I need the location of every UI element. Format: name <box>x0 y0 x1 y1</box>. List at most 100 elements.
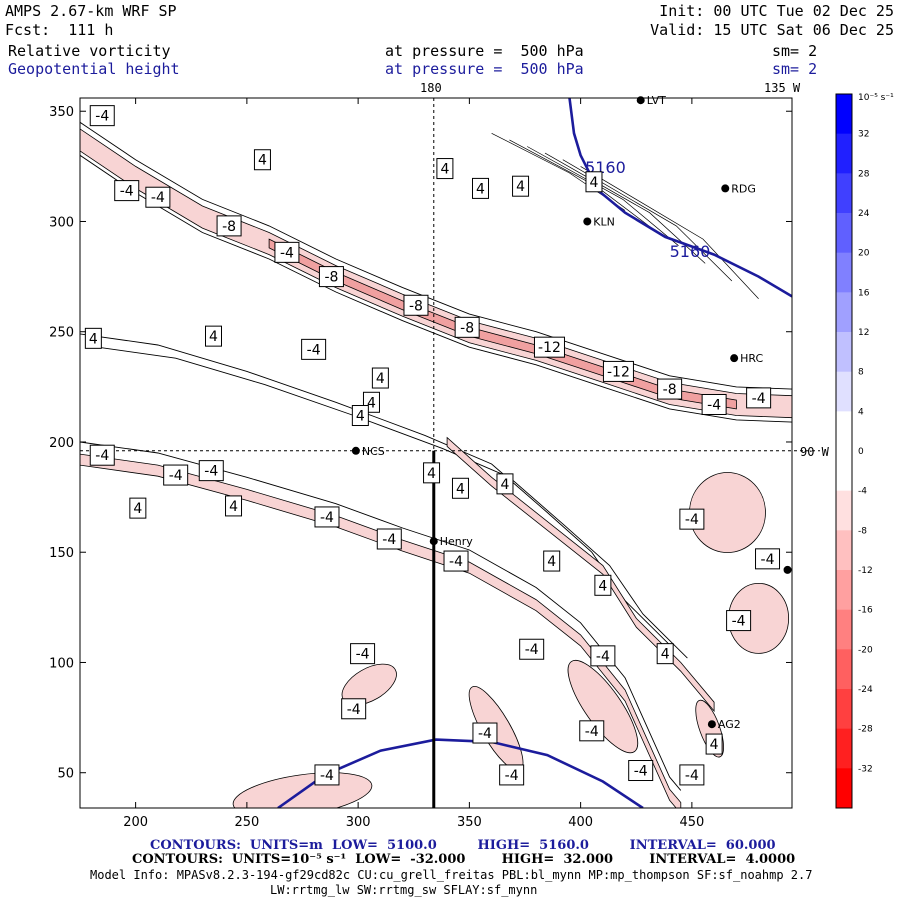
vorticity-label: -4 <box>732 614 746 630</box>
vorticity-label: -4 <box>505 768 519 784</box>
vorticity-label-box <box>371 367 389 389</box>
model-title: AMPS 2.67-km WRF SP <box>5 2 177 20</box>
vorticity-label-box <box>216 215 242 237</box>
colorbar-swatch <box>836 768 852 809</box>
vorticity-label: 4 <box>598 578 607 594</box>
vorticity-contour-lower <box>80 154 792 423</box>
vorticity-label: -12 <box>538 340 561 356</box>
colorbar-tick-label: -24 <box>858 685 873 695</box>
y-tick-label: 250 <box>49 326 74 341</box>
vorticity-contour-info: CONTOURS: UNITS=10⁻⁵ s⁻¹ LOW= -32.000 HI… <box>132 852 796 867</box>
vorticity-label-box <box>543 550 561 572</box>
vorticity-label: 4 <box>89 331 98 347</box>
station-marker <box>730 354 739 363</box>
forecast-hour: Fcst: 111 h <box>5 21 114 39</box>
colorbar-swatch <box>836 649 852 690</box>
colorbar-tick-label: 32 <box>858 130 869 140</box>
station-marker <box>721 184 730 193</box>
colorbar-tick-label: -12 <box>858 566 873 576</box>
vorticity-label-box <box>726 610 752 632</box>
vorticity-label-box <box>443 550 469 572</box>
vorticity-label: 4 <box>356 409 365 425</box>
colorbar-tick-label: -4 <box>858 487 867 497</box>
vorticity-label-box <box>499 764 525 786</box>
vorticity-label: -4 <box>95 448 109 464</box>
vorticity-label-box <box>89 105 115 127</box>
field2-pressure: at pressure = 500 hPa <box>385 60 584 78</box>
vorticity-label: -4 <box>585 724 599 740</box>
vorticity-label: -4 <box>752 391 766 407</box>
vorticity-label-box <box>145 186 171 208</box>
colorbar-swatch <box>836 689 852 730</box>
station-marker <box>636 96 645 105</box>
vorticity-label-box <box>350 643 376 665</box>
field1-smooth: sm= 2 <box>772 42 818 60</box>
vorticity-label: 4 <box>501 477 510 493</box>
colorbar-tick-label: 12 <box>858 328 869 338</box>
vorticity-label: 4 <box>258 153 267 169</box>
field1-name: Relative vorticity <box>8 42 171 60</box>
vorticity-label: 4 <box>456 481 465 497</box>
colorbar-unit: 10⁻⁵ s⁻¹ <box>858 93 894 103</box>
vorticity-label-box <box>746 387 772 409</box>
colorbar-swatch <box>836 332 852 373</box>
vorticity-label-box <box>314 506 340 528</box>
vorticity-label-box <box>89 444 115 466</box>
plot-frame <box>79 97 793 809</box>
vorticity-label-box <box>274 241 300 263</box>
colorbar-swatch <box>836 94 852 135</box>
station-marker <box>783 565 792 574</box>
vorticity-label: 4 <box>209 329 218 345</box>
colorbar-swatch <box>836 292 852 333</box>
vorticity-label-box <box>351 405 369 427</box>
vorticity-label-box <box>533 336 565 358</box>
vorticity-blob-s3 <box>567 659 639 754</box>
vorticity-label-box <box>594 574 612 596</box>
y-tick-label: 50 <box>57 767 74 782</box>
station-marker <box>429 537 438 546</box>
vorticity-label-box <box>84 327 102 349</box>
vorticity-label-box <box>590 645 616 667</box>
vorticity-band-main <box>80 128 792 419</box>
colorbar-swatch <box>836 213 852 254</box>
vorticity-label: -4 <box>685 512 699 528</box>
vorticity-label: -4 <box>320 510 334 526</box>
lon-label-135w: 135 W <box>764 81 801 95</box>
colorbar-swatch <box>836 173 852 214</box>
station-label: KLN <box>593 215 615 228</box>
vorticity-label: -4 <box>761 552 775 568</box>
vorticity-band-east <box>446 436 715 713</box>
x-tick-label: 350 <box>457 815 482 830</box>
vorticity-label-box <box>198 460 224 482</box>
vorticity-label: -4 <box>478 726 492 742</box>
vorticity-label-box <box>225 495 243 517</box>
field2-smooth: sm= 2 <box>772 60 818 78</box>
vorticity-label-box <box>701 393 727 415</box>
colorbar-tick-label: 0 <box>858 447 864 457</box>
colorbar-tick-label: 20 <box>858 249 870 259</box>
vorticity-label: -8 <box>460 320 474 336</box>
colorbar-swatch <box>836 252 852 293</box>
x-tick-label: 300 <box>346 815 371 830</box>
colorbar-tick-label: 8 <box>858 368 864 378</box>
vorticity-label-box <box>585 171 603 193</box>
colorbar-tick-label: 28 <box>858 169 870 179</box>
vorticity-band-core <box>268 238 737 410</box>
lon-label-180: 180 <box>420 81 442 95</box>
height-contour-info: CONTOURS: UNITS=m LOW= 5100.0 HIGH= 5160… <box>150 838 776 853</box>
vorticity-label-box <box>705 733 723 755</box>
vorticity-label: -4 <box>280 245 294 261</box>
vorticity-label-box <box>423 462 441 484</box>
vorticity-label: -8 <box>409 298 423 314</box>
vorticity-label-box <box>628 760 654 782</box>
vorticity-label: -4 <box>151 190 165 206</box>
vorticity-label-box <box>403 294 429 316</box>
vorticity-label: -4 <box>347 702 361 718</box>
colorbar-swatch <box>836 133 852 174</box>
vorticity-label: -4 <box>596 649 610 665</box>
vorticity-label: 4 <box>661 647 670 663</box>
vorticity-label: 4 <box>476 181 485 197</box>
vorticity-label-box <box>579 720 605 742</box>
vorticity-label: -8 <box>324 270 338 286</box>
